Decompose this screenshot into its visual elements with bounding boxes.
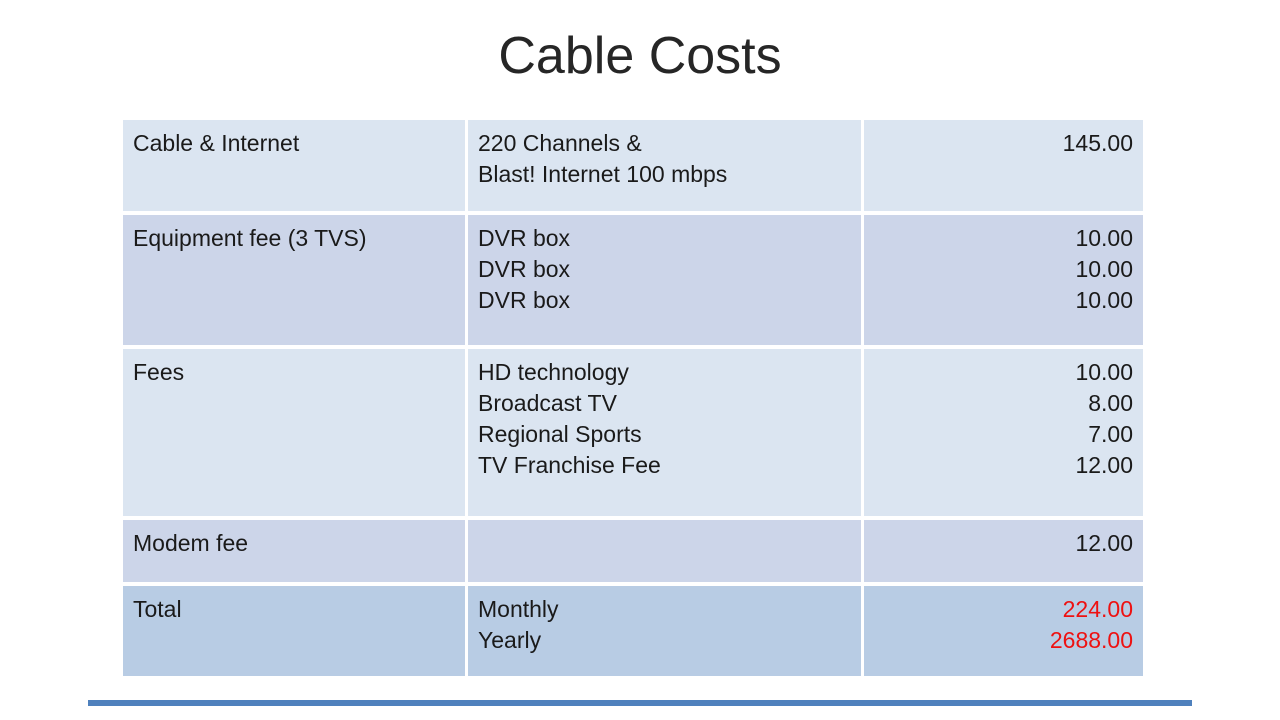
amount-line: 2688.00	[1049, 627, 1133, 653]
table-row: Modem fee 12.00	[123, 520, 1143, 582]
description-line: DVR box	[478, 256, 571, 282]
cell-description	[468, 520, 861, 582]
amount-line: 145.00	[1062, 130, 1133, 156]
cell-item: Modem fee	[123, 520, 465, 582]
amount-line: 10.00	[1075, 225, 1133, 251]
item-line: Modem fee	[133, 530, 249, 556]
description-line: Blast! Internet 100 mbps	[478, 161, 728, 187]
cell-amount: 10.00 8.00 7.00 12.00	[864, 349, 1143, 516]
table-row: Equipment fee (3 TVS) DVR box DVR box DVR b…	[123, 215, 1143, 345]
description-line: Regional Sports	[478, 421, 642, 447]
cell-item: Fees	[123, 349, 465, 516]
description-line: HD technology	[478, 359, 629, 385]
description-line: 220 Channels &	[478, 130, 642, 156]
cell-amount: 10.00 10.00 10.00	[864, 215, 1143, 345]
table-row: Total Monthly Yearly 224.00 2688.00	[123, 586, 1143, 676]
amount-line: 10.00	[1075, 359, 1133, 385]
cell-description: DVR box DVR box DVR box	[468, 215, 861, 345]
item-line: Total	[133, 596, 182, 622]
description-line: Yearly	[478, 627, 542, 653]
item-line: Equipment fee (3 TVS)	[133, 225, 367, 251]
cell-description: HD technology Broadcast TV Regional Sports…	[468, 349, 861, 516]
page-title: Cable Costs	[498, 27, 782, 85]
description-line: Monthly	[478, 596, 559, 622]
cell-description: 220 Channels & Blast! Internet 100 mbps	[468, 120, 861, 211]
description-line: DVR box	[478, 287, 571, 313]
amount-line: 8.00	[1088, 390, 1133, 416]
item-line: Fees	[133, 359, 185, 385]
cost-table: Cable & Internet 220 Channels & Blast! Int…	[123, 120, 1143, 680]
description-line: TV Franchise Fee	[478, 452, 661, 478]
amount-line: 10.00	[1075, 287, 1133, 313]
description-line: DVR box	[478, 225, 571, 251]
amount-line: 224.00	[1062, 596, 1133, 622]
amount-line: 10.00	[1075, 256, 1133, 282]
table-row: Fees HD technology Broadcast TV Regional Sp…	[123, 349, 1143, 516]
cell-description: Monthly Yearly	[468, 586, 861, 676]
item-line: Cable & Internet	[133, 130, 300, 156]
description-line: Broadcast TV	[478, 390, 617, 416]
accent-bar	[88, 700, 1192, 706]
cell-amount: 145.00	[864, 120, 1143, 211]
amount-line: 7.00	[1088, 421, 1133, 447]
table-row: Cable & Internet 220 Channels & Blast! Int…	[123, 120, 1143, 211]
amount-line: 12.00	[1075, 452, 1133, 478]
cell-amount: 224.00 2688.00	[864, 586, 1143, 676]
cell-item: Equipment fee (3 TVS)	[123, 215, 465, 345]
cell-amount: 12.00	[864, 520, 1143, 582]
cell-item: Cable & Internet	[123, 120, 465, 211]
cell-item: Total	[123, 586, 465, 676]
amount-line: 12.00	[1075, 530, 1133, 556]
